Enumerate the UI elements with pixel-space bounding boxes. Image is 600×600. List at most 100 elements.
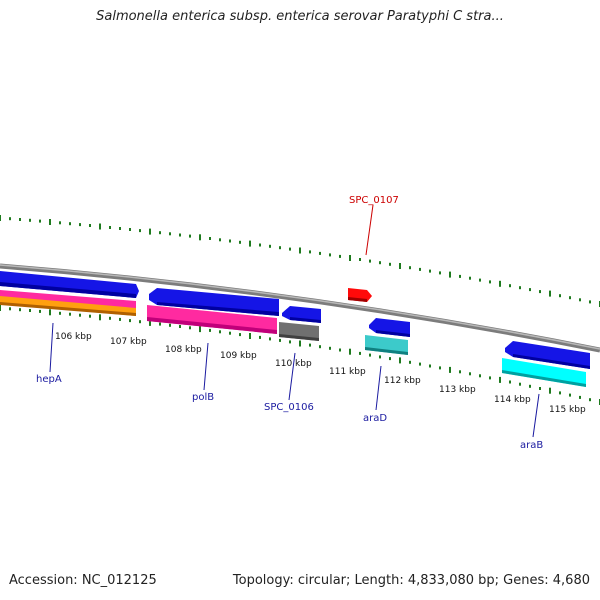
minor-tick-mark [429, 364, 431, 368]
minor-tick-mark [159, 322, 161, 326]
minor-tick-mark [589, 300, 591, 304]
major-tick-mark [549, 387, 551, 394]
tick-label-110: 110 kbp [275, 359, 312, 369]
upper-tick-track [0, 215, 600, 307]
feature-araB-cyan[interactable] [502, 358, 586, 387]
minor-tick-mark [289, 340, 291, 344]
minor-tick-mark [169, 323, 171, 327]
major-tick-mark [49, 309, 51, 316]
minor-tick-mark [219, 238, 221, 242]
leader-polB [203, 342, 209, 391]
minor-tick-mark [519, 286, 521, 290]
minor-tick-mark [389, 357, 391, 361]
major-tick-mark [49, 219, 51, 225]
minor-tick-mark [209, 237, 211, 240]
tick-label-107: 107 kbp [110, 337, 147, 347]
kbp-labels: 106 kbp 107 kbp 108 kbp 109 kbp 110 kbp … [55, 332, 586, 415]
gene-label-hepA[interactable]: hepA [36, 374, 62, 385]
major-tick-mark [449, 366, 451, 373]
major-tick-mark [449, 271, 451, 278]
gene-label-SPC_0106[interactable]: SPC_0106 [264, 402, 314, 413]
major-tick-mark [499, 376, 501, 383]
minor-tick-mark [89, 224, 91, 227]
minor-tick-mark [129, 319, 131, 323]
minor-tick-mark [579, 298, 581, 302]
genome-backbone-highlight [0, 264, 600, 350]
minor-tick-mark [269, 244, 271, 248]
minor-tick-mark [359, 351, 361, 355]
gene-araB-arrow[interactable] [505, 341, 590, 369]
major-tick-mark [349, 255, 351, 261]
minor-tick-mark [419, 362, 421, 366]
minor-tick-mark [109, 316, 111, 320]
minor-tick-mark [229, 331, 231, 335]
feature-SPC_0106-gray-shade [279, 334, 319, 341]
major-tick-mark [199, 326, 201, 333]
minor-tick-mark [79, 223, 81, 227]
major-tick-mark [299, 247, 301, 254]
minor-tick-mark [509, 380, 511, 384]
gene-label-SPC_0107[interactable]: SPC_0107 [349, 195, 399, 206]
minor-tick-mark [189, 326, 191, 330]
minor-tick-mark [359, 258, 361, 261]
minor-tick-mark [339, 254, 341, 258]
minor-tick-mark [139, 229, 141, 233]
minor-tick-mark [239, 240, 241, 244]
minor-tick-mark [289, 247, 291, 251]
tick-label-114: 114 kbp [494, 395, 531, 405]
minor-tick-mark [9, 307, 11, 311]
gene-polB-arrow[interactable] [149, 288, 279, 316]
minor-tick-mark [479, 278, 481, 282]
minor-tick-mark [309, 250, 311, 254]
minor-tick-mark [189, 234, 191, 238]
leader-SPC_0107 [365, 204, 374, 256]
minor-tick-mark [539, 290, 541, 294]
tick-label-106: 106 kbp [55, 332, 92, 342]
gene-label-araD[interactable]: araD [363, 413, 387, 424]
minor-tick-mark [39, 309, 41, 313]
minor-tick-mark [59, 311, 61, 315]
minor-tick-mark [79, 313, 81, 317]
minor-tick-mark [559, 294, 561, 298]
major-tick-mark [399, 357, 401, 364]
minor-tick-mark [579, 395, 581, 399]
minor-tick-mark [569, 393, 571, 397]
minor-tick-mark [129, 228, 131, 231]
feature-polB-pink-shade [147, 317, 277, 334]
minor-tick-mark [229, 239, 231, 243]
minor-tick-mark [329, 253, 331, 257]
minor-tick-mark [259, 243, 261, 247]
minor-tick-mark [519, 382, 521, 386]
minor-tick-mark [239, 333, 241, 337]
minor-tick-mark [529, 288, 531, 292]
feature-hepA-pink[interactable] [0, 290, 136, 309]
gene-SPC_0107-shade [348, 297, 367, 302]
major-tick-mark [399, 263, 401, 269]
minor-tick-mark [569, 296, 571, 300]
minor-tick-mark [459, 370, 461, 374]
minor-tick-mark [439, 366, 441, 370]
minor-tick-mark [379, 261, 381, 265]
minor-tick-mark [489, 376, 491, 380]
minor-tick-mark [429, 269, 431, 273]
minor-tick-mark [389, 262, 391, 266]
tick-label-115: 115 kbp [549, 405, 586, 415]
minor-tick-mark [39, 219, 41, 223]
minor-tick-mark [179, 325, 181, 328]
leader-araB [532, 393, 540, 438]
tick-label-109: 109 kbp [220, 351, 257, 361]
minor-tick-mark [19, 218, 21, 221]
leader-hepA [49, 322, 54, 373]
lower-tick-track [0, 305, 600, 405]
feature-araB-cyan-shade [502, 370, 586, 387]
minor-tick-mark [459, 274, 461, 278]
major-tick-mark [0, 305, 1, 311]
gene-label-polB[interactable]: polB [192, 392, 214, 403]
minor-tick-mark [479, 374, 481, 378]
gene-araB-shade [513, 354, 590, 369]
minor-tick-mark [379, 355, 381, 359]
minor-tick-mark [469, 372, 471, 376]
major-tick-mark [149, 319, 151, 326]
gene-label-araB[interactable]: araB [520, 440, 543, 451]
minor-tick-mark [319, 345, 321, 349]
